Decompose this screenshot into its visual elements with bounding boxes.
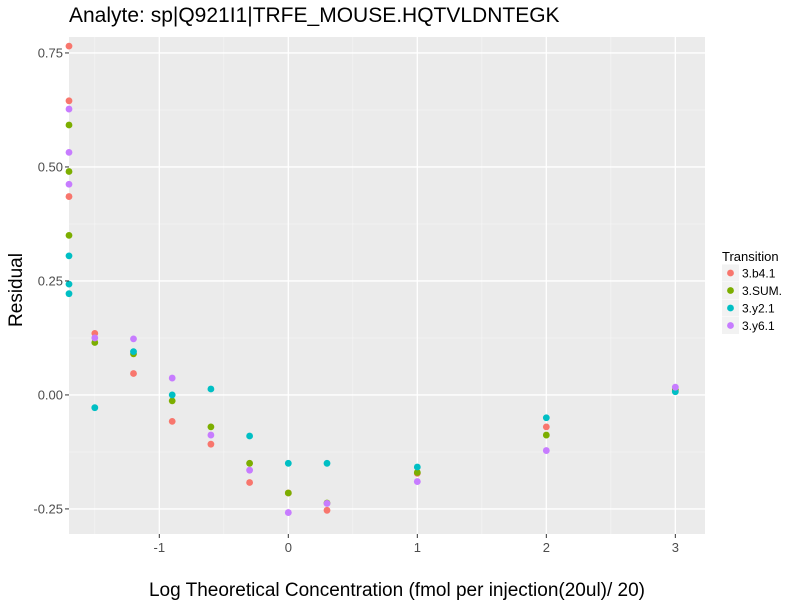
y-axis-title: Residual [6, 253, 27, 327]
data-point [91, 404, 99, 412]
x-axis-title: Log Theoretical Concentration (fmol per … [149, 580, 645, 600]
data-point [284, 459, 292, 467]
legend: Transition 3.b4.1 3.SUM. 3.y2.1 3.y6.1 [722, 249, 782, 334]
data-point [323, 506, 331, 514]
legend-marker [727, 322, 734, 329]
data-point [207, 423, 215, 431]
data-point [542, 423, 550, 431]
data-point [65, 97, 73, 105]
data-point [671, 383, 679, 391]
data-point [65, 231, 73, 239]
x-tick-label: 2 [543, 540, 550, 555]
data-point [65, 280, 73, 288]
data-point [413, 478, 421, 485]
x-axis: -1 0 1 2 3 [154, 534, 679, 555]
data-point [168, 391, 176, 399]
x-tick-label: 1 [414, 540, 421, 555]
legend-label: 3.y6.1 [742, 319, 775, 333]
data-point [284, 489, 292, 497]
data-point [65, 121, 73, 129]
data-point [168, 374, 176, 382]
legend-marker [727, 287, 734, 294]
y-axis: -0.25 0.00 0.25 0.50 0.75 [33, 45, 69, 516]
legend-title: Transition [722, 249, 779, 264]
plot-panel [69, 37, 705, 534]
data-point [246, 459, 254, 467]
data-point [65, 252, 73, 260]
data-point [323, 459, 331, 467]
data-point [284, 509, 292, 516]
legend-marker [727, 304, 734, 312]
y-tick-label: -0.25 [33, 501, 63, 516]
data-point [542, 447, 550, 454]
data-point [413, 469, 421, 476]
data-point [168, 397, 176, 405]
data-point [246, 466, 254, 474]
x-tick-label: 0 [285, 540, 292, 555]
data-point [168, 417, 176, 425]
data-point [542, 414, 550, 422]
data-point [207, 431, 215, 439]
y-tick-label: 0.75 [38, 45, 63, 60]
data-point [207, 440, 215, 448]
y-tick-label: 0.50 [38, 159, 63, 174]
legend-label: 3.b4.1 [742, 267, 776, 281]
data-point [207, 385, 215, 393]
data-point [65, 180, 73, 188]
data-point [65, 105, 73, 113]
data-point [65, 290, 73, 298]
data-point [91, 334, 99, 342]
data-point [65, 148, 73, 156]
data-point [413, 463, 421, 471]
grid-minor [69, 37, 705, 534]
data-point [65, 193, 73, 200]
chart-title: Analyte: sp|Q921I1|TRFE_MOUSE.HQTVLDNTEG… [69, 4, 560, 27]
data-point [542, 431, 550, 439]
data-point [246, 432, 254, 440]
legend-label: 3.y2.1 [742, 302, 775, 316]
x-tick-label: -1 [154, 540, 166, 555]
data-point [323, 500, 331, 507]
data-points [65, 42, 679, 516]
data-point [130, 335, 137, 343]
data-point [130, 370, 137, 377]
y-tick-label: 0.25 [38, 273, 63, 288]
data-point [65, 168, 73, 175]
data-point [65, 42, 73, 50]
y-tick-label: 0.00 [38, 387, 63, 402]
legend-label: 3.SUM. [742, 284, 782, 298]
x-tick-label: 3 [672, 540, 679, 555]
data-point [246, 479, 254, 486]
data-point [130, 348, 137, 356]
legend-marker [727, 269, 734, 277]
